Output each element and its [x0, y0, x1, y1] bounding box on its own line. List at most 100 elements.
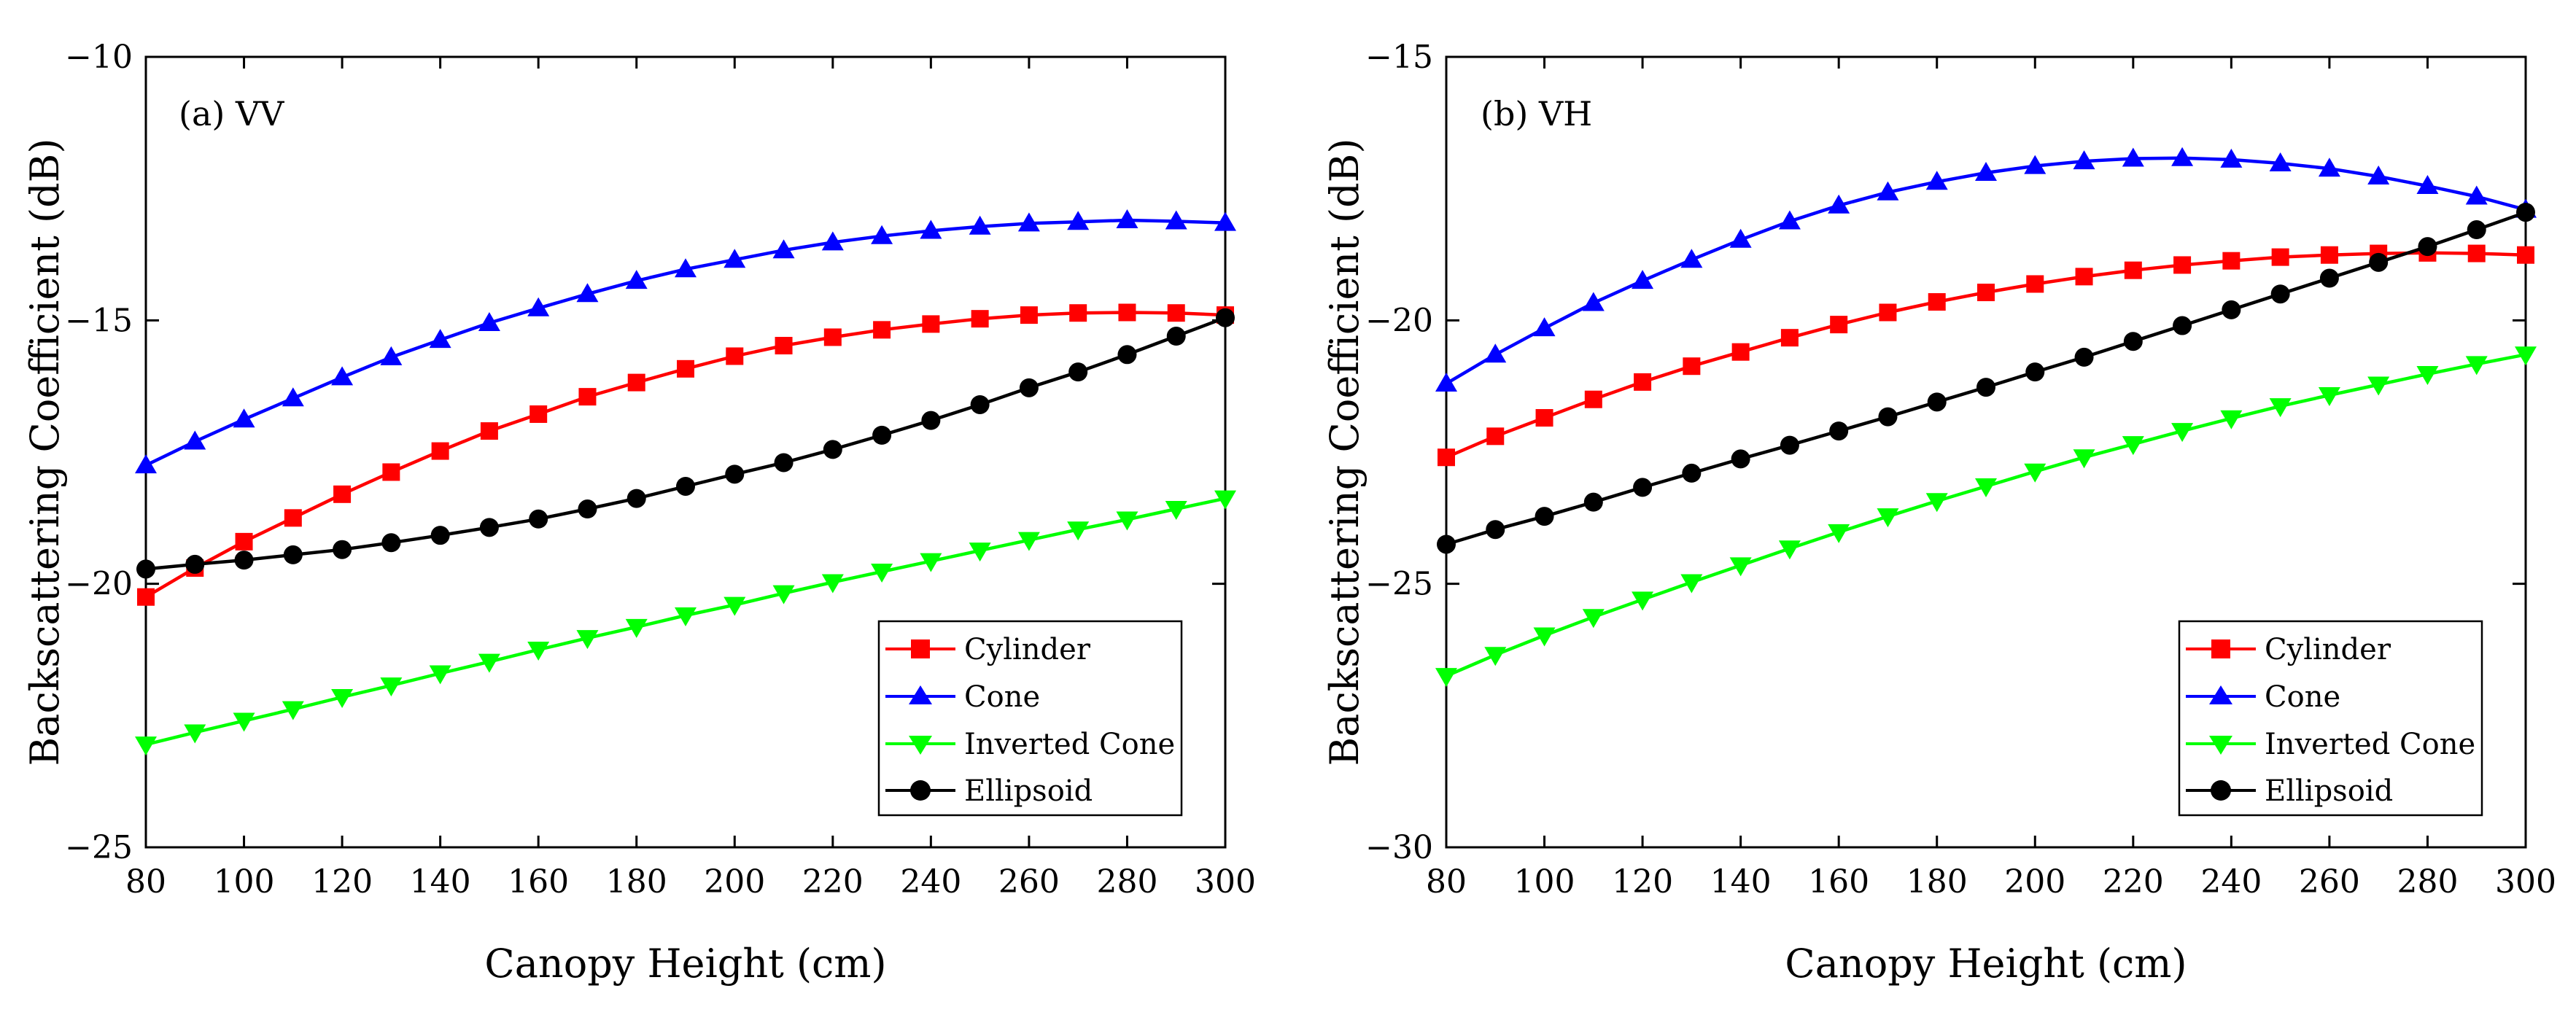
- legend: Cylinder Cone Inverted Cone Ellipsoid: [877, 620, 1183, 817]
- data-point: [1634, 373, 1652, 391]
- data-point: [775, 337, 793, 355]
- data-point: [1435, 668, 1457, 688]
- data-point: [282, 387, 304, 407]
- data-point: [1584, 390, 1602, 408]
- legend: Cylinder Cone Inverted Cone Ellipsoid: [2178, 620, 2483, 817]
- data-point: [1680, 249, 1703, 268]
- x-tick-label: 140: [410, 863, 471, 901]
- legend-label: Ellipsoid: [964, 774, 1093, 808]
- data-point: [1118, 303, 1136, 322]
- data-point: [625, 618, 648, 638]
- data-point: [871, 225, 893, 244]
- data-point: [627, 373, 645, 392]
- data-point: [2515, 346, 2537, 366]
- data-point: [2416, 366, 2439, 386]
- x-tick-label: 140: [1710, 863, 1772, 901]
- data-point: [1167, 304, 1185, 322]
- data-point: [774, 453, 794, 472]
- data-point: [478, 311, 500, 331]
- legend-label: Cone: [2265, 680, 2340, 714]
- data-point: [1165, 210, 1187, 230]
- data-point: [2269, 398, 2292, 418]
- series-cone: [1435, 147, 2537, 392]
- y-axis-title: Backscattering Coefficient (dB): [1322, 139, 1367, 766]
- x-tick-label: 240: [2200, 863, 2262, 901]
- x-tick-label: 160: [1808, 863, 1869, 901]
- data-point: [1829, 421, 1849, 441]
- data-point: [381, 533, 401, 553]
- x-axis-title: Canopy Height (cm): [1785, 941, 2187, 987]
- data-point: [136, 559, 155, 579]
- data-point: [576, 283, 599, 303]
- x-tick-label: 200: [2004, 863, 2065, 901]
- legend-entry-cylinder: Cylinder: [2186, 633, 2391, 666]
- legend-label: Inverted Cone: [2265, 728, 2475, 761]
- data-point: [1780, 435, 1799, 455]
- data-point: [2465, 356, 2488, 376]
- legend-label: Cylinder: [964, 633, 1091, 666]
- data-point: [1116, 511, 1138, 531]
- data-point: [725, 464, 745, 484]
- data-point: [2220, 410, 2243, 429]
- data-point: [1830, 316, 1848, 334]
- data-point: [969, 215, 991, 235]
- data-point: [625, 270, 648, 289]
- x-tick-label: 260: [2299, 863, 2360, 901]
- data-point: [137, 588, 155, 606]
- chart-panel-vv: 80 100 120 140 160 180 200 220 240 260 280 300 −25−…: [22, 39, 1256, 987]
- data-point: [626, 489, 646, 508]
- data-point: [1731, 449, 1750, 469]
- data-point: [1484, 647, 1507, 666]
- data-point: [2024, 155, 2047, 174]
- data-point: [1438, 448, 1455, 467]
- legend-entry-cone: Cone: [2186, 680, 2340, 714]
- y-tick-label: −25: [65, 829, 133, 866]
- data-point: [380, 677, 403, 697]
- data-point: [1632, 270, 1654, 289]
- data-point: [1535, 507, 1554, 526]
- data-point: [2271, 248, 2289, 266]
- data-point: [2122, 147, 2144, 167]
- series-layer: [1435, 147, 2537, 688]
- panel-label: (b) VH: [1481, 94, 1592, 133]
- data-point: [235, 532, 253, 551]
- x-ticks: 80 100 120 140 160 180 200 220 240 260 280 300: [125, 57, 1256, 901]
- legend-label: Inverted Cone: [964, 728, 1175, 761]
- data-point: [1486, 520, 1505, 540]
- data-point: [284, 509, 302, 527]
- data-point: [430, 526, 450, 545]
- data-point: [1780, 329, 1799, 347]
- data-point: [1877, 508, 1899, 528]
- data-point: [233, 408, 255, 428]
- data-point: [2123, 332, 2143, 351]
- data-point: [2418, 237, 2437, 257]
- data-point: [2173, 256, 2192, 274]
- data-point: [578, 499, 597, 519]
- x-tick-label: 80: [1426, 863, 1467, 901]
- data-point: [969, 542, 991, 562]
- data-point: [2173, 316, 2192, 335]
- data-point: [2269, 152, 2292, 171]
- x-tick-label: 180: [1906, 863, 1968, 901]
- data-point: [480, 422, 498, 440]
- data-point: [871, 564, 893, 583]
- data-point: [823, 328, 842, 346]
- data-point: [2516, 203, 2535, 222]
- data-point: [2220, 148, 2243, 168]
- data-point: [1778, 540, 1801, 560]
- data-point: [2467, 220, 2486, 240]
- data-point: [2367, 376, 2390, 396]
- x-tick-label: 260: [998, 863, 1060, 901]
- data-point: [1975, 478, 1997, 497]
- data-point: [1778, 210, 1801, 230]
- chart-panel-vh: 80 100 120 140 160 180 200 220 240 260 280 300 −30−…: [1322, 39, 2556, 987]
- data-point: [1582, 609, 1605, 629]
- data-point: [1535, 409, 1553, 427]
- data-point: [1486, 427, 1505, 446]
- data-point: [920, 219, 942, 239]
- data-point: [2075, 268, 2093, 286]
- x-tick-label: 100: [214, 863, 275, 901]
- data-point: [2369, 252, 2389, 272]
- data-point: [675, 607, 697, 627]
